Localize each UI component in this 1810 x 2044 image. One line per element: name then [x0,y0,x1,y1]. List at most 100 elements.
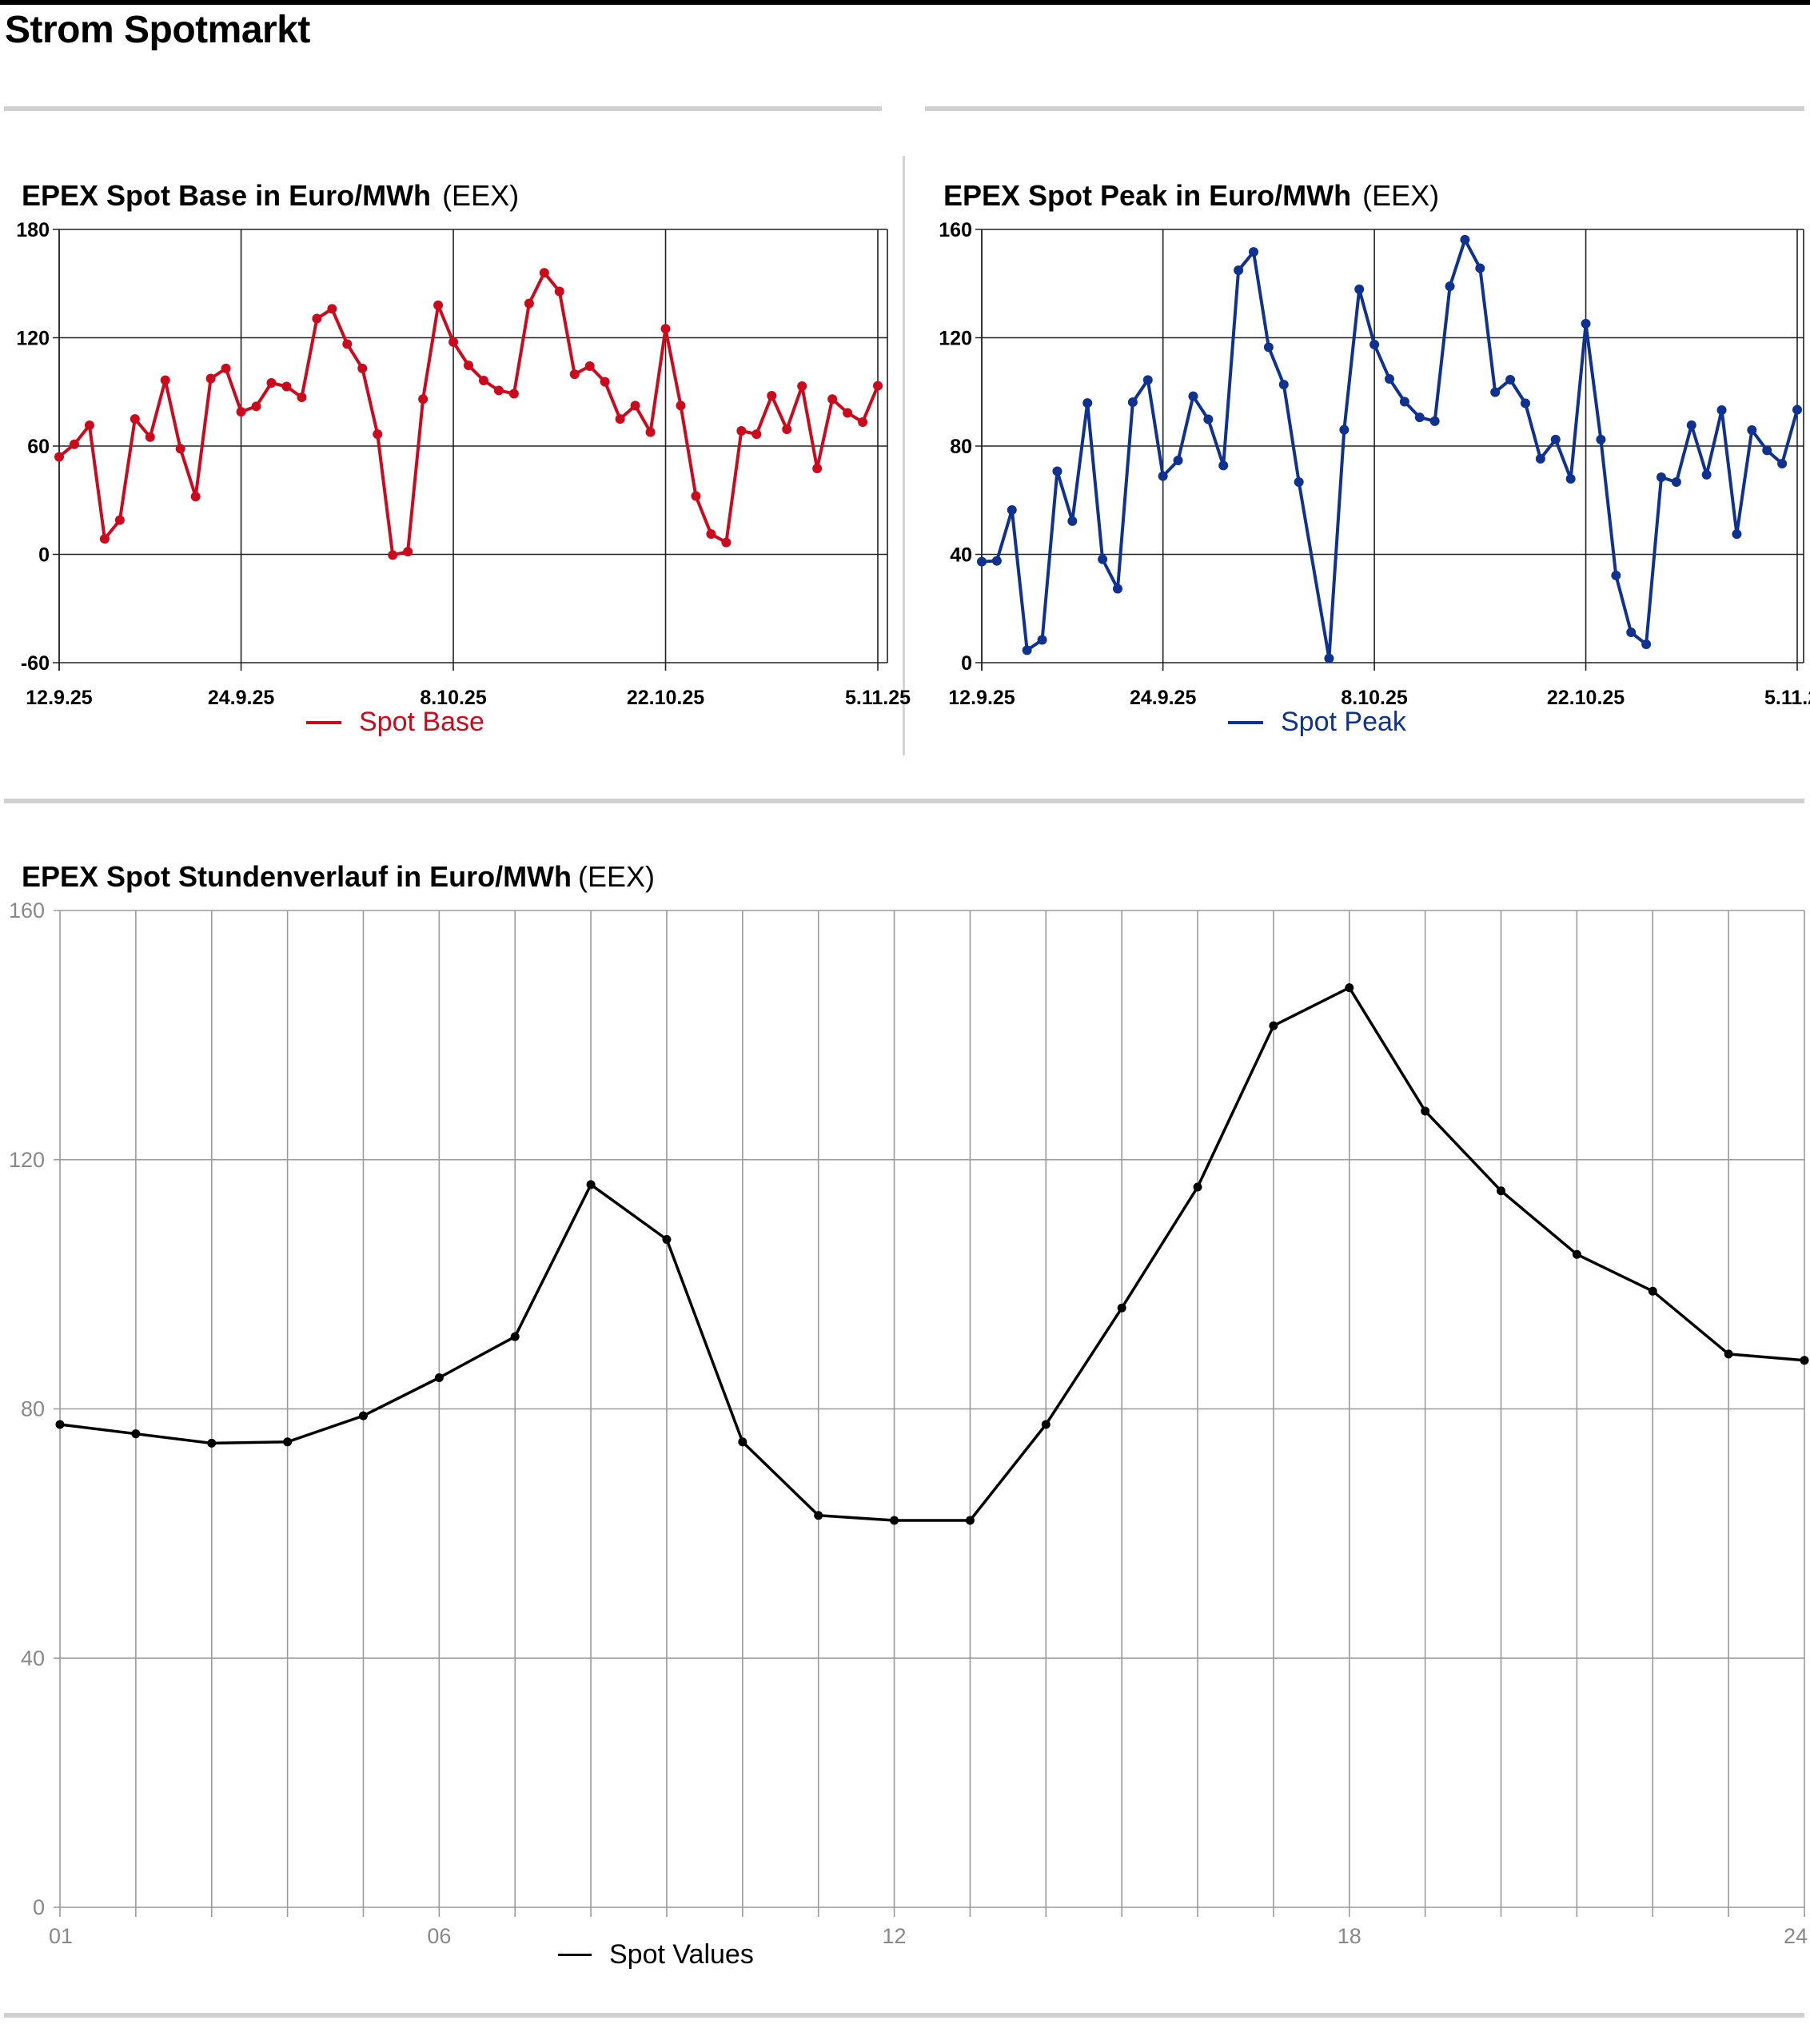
data-point [721,537,732,548]
data-point [1037,635,1047,645]
data-point [554,286,564,297]
data-point [524,298,534,309]
data-point [1581,318,1591,329]
data-point [388,550,398,560]
data-point [434,1373,444,1383]
data-point [1127,397,1138,408]
data-point [1505,375,1516,385]
data-point [1324,653,1334,663]
series-line [58,271,879,557]
data-point [827,394,838,404]
data-point [1294,477,1304,488]
data-point [1249,247,1258,257]
data-point [510,1332,520,1341]
data-point [843,408,853,418]
data-point [1550,434,1561,444]
x-tick-label: 22.10.25 [627,687,704,709]
data-point [630,400,640,411]
data-point [1052,466,1062,476]
x-tick-label: 18 [1338,1924,1361,1948]
chart-title-hourly: EPEX Spot Stundenverlauf in Euro/MWh (EEX… [22,860,655,894]
data-point [782,424,792,434]
legend-label: Spot Peak [1281,707,1406,737]
data-point [327,304,337,314]
data-point [615,414,625,424]
x-tick-label: 06 [427,1924,451,1948]
data-point [1414,412,1425,423]
data-point [662,1235,672,1245]
data-point [873,381,883,391]
data-point [54,452,64,462]
chart-source: (EEX) [442,179,520,212]
data-point [418,394,429,404]
data-point [1429,416,1440,426]
legend-swatch [558,1954,592,1956]
data-point [1724,1349,1733,1359]
data-point [114,515,125,525]
data-point [1475,263,1485,273]
data-point [600,377,610,387]
data-point [1263,342,1274,353]
data-point [373,429,383,440]
data-point [1385,373,1394,384]
y-tick-label: 0 [38,544,50,567]
data-point [221,363,231,373]
data-point [69,439,79,449]
data-point [1497,1186,1506,1196]
data-point [1565,473,1576,484]
data-point [767,390,777,400]
data-point [403,547,413,557]
data-point [1339,424,1350,435]
data-point [236,407,246,417]
data-point [1142,375,1153,385]
data-point [1732,529,1742,540]
x-tick-label: 24.9.25 [1130,687,1197,709]
legend-peak[interactable]: Spot Peak [1228,707,1406,738]
data-point [1490,387,1501,397]
chart-title-text: EPEX Spot Peak in Euro/MWh [943,179,1352,212]
x-tick-label: 24.9.25 [208,687,275,709]
data-point [814,1511,823,1520]
data-point [1354,284,1365,294]
series-line [59,986,1805,1522]
data-point [812,464,823,474]
data-point [1445,281,1455,292]
data-point [977,556,987,567]
legend-swatch [1228,720,1263,724]
page-title: Strom Spotmarkt [5,9,310,51]
data-point [190,492,201,502]
x-tick-label: 22.10.25 [1547,687,1625,709]
data-point [991,556,1002,566]
y-tick-label: 120 [939,328,972,350]
data-point [342,339,353,349]
data-point [1686,420,1696,430]
data-point [1113,584,1122,594]
divider-left [4,106,882,111]
chart-source: (EEX) [578,860,656,893]
data-point [738,1437,748,1447]
divider-bottom [4,2013,1804,2018]
legend-hourly[interactable]: Spot Values [558,1939,754,1970]
chart-title-text: EPEX Spot Base in Euro/MWh [22,179,432,212]
data-point [1657,472,1666,482]
data-point [1626,628,1637,638]
divider-right [925,106,1804,111]
data-point [1611,570,1621,580]
data-point [797,381,807,392]
legend-base[interactable]: Spot Base [306,707,484,738]
data-point [1234,265,1244,276]
data-point [251,401,261,412]
data-point [1648,1286,1657,1296]
y-tick-label: 80 [950,436,972,458]
data-point [586,1180,596,1189]
vertical-divider [903,156,905,755]
data-point [493,385,504,396]
data-point [752,429,762,440]
data-point [1193,1182,1202,1192]
data-point [297,392,307,403]
data-point [1641,639,1652,649]
x-tick-label: 24 [1784,1924,1808,1948]
data-point [358,1411,368,1420]
data-point [965,1516,975,1525]
